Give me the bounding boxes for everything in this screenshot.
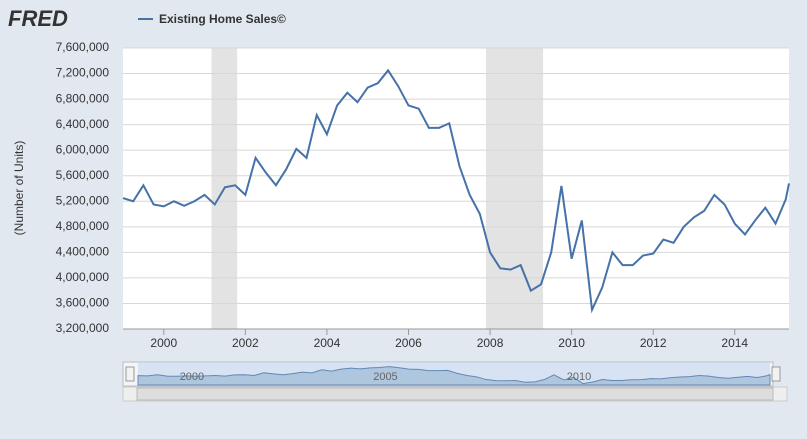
- y-tick-label: 4,400,000: [56, 245, 110, 259]
- x-tick-label: 2000: [150, 336, 177, 350]
- logo: FRED: [8, 6, 68, 31]
- x-tick-label: 2014: [721, 336, 748, 350]
- y-tick-label: 3,600,000: [56, 296, 110, 310]
- navigator-handle[interactable]: [771, 366, 781, 382]
- x-tick-label: 2002: [232, 336, 259, 350]
- series-line: [122, 68, 790, 314]
- y-tick-label: 4,800,000: [56, 219, 110, 233]
- x-tick-label: 2010: [558, 336, 585, 350]
- x-tick-label: 2004: [314, 336, 341, 350]
- navigator-label: 2010: [567, 371, 591, 383]
- navigator-handle[interactable]: [125, 366, 135, 382]
- navigator-label: 2000: [180, 371, 204, 383]
- y-tick-label: 7,200,000: [56, 66, 110, 80]
- y-tick-label: 6,800,000: [56, 91, 110, 105]
- x-tick-label: 2006: [395, 336, 422, 350]
- navigator-label: 2005: [373, 371, 397, 383]
- x-tick-label: 2008: [477, 336, 504, 350]
- y-tick-label: 7,600,000: [56, 40, 110, 54]
- recession-band: [485, 48, 544, 329]
- y-tick-label: 3,200,000: [56, 321, 110, 335]
- x-tick-label: 2012: [640, 336, 667, 350]
- legend-label[interactable]: Existing Home Sales©: [159, 12, 286, 26]
- navigator-series: [137, 366, 771, 386]
- y-tick-label: 6,000,000: [56, 142, 110, 156]
- y-tick-label: 5,600,000: [56, 168, 110, 182]
- y-axis-label: (Number of Units): [12, 141, 26, 236]
- scrollbar-thumb[interactable]: [136, 387, 774, 401]
- y-tick-label: 6,400,000: [56, 117, 110, 131]
- y-tick-label: 4,000,000: [56, 270, 110, 284]
- y-tick-label: 5,200,000: [56, 193, 110, 207]
